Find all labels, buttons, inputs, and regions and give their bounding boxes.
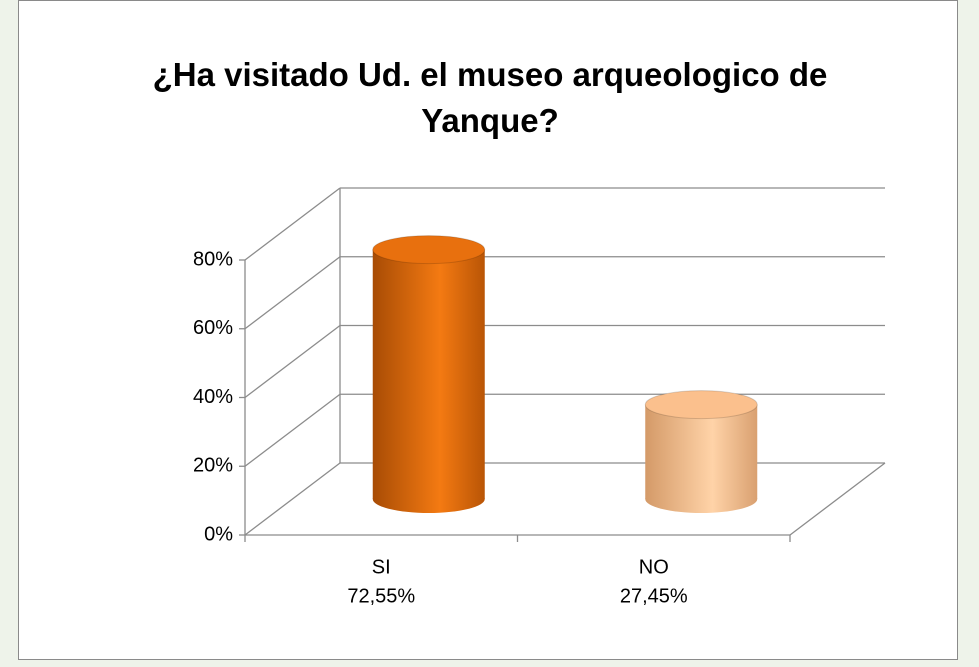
y-tick-label: 80% [193, 248, 233, 270]
x-tick-label: NO [639, 556, 669, 578]
chart-title: ¿Ha visitado Ud. el museo arqueologico d… [152, 56, 828, 139]
bar [372, 249, 485, 499]
value-label: 27,45% [620, 585, 688, 607]
grid-line [244, 187, 341, 261]
y-tick-label: 60% [193, 317, 233, 339]
value-label: 72,55% [347, 585, 415, 607]
chart-frame [18, 0, 958, 660]
floor-edge [789, 462, 886, 536]
y-tick-label: 20% [193, 455, 233, 477]
x-tick-label: SI [372, 556, 391, 578]
y-tick-label: 0% [204, 523, 233, 545]
y-tick-label: 40% [193, 386, 233, 408]
grid-line [244, 393, 341, 467]
grid-line [244, 462, 341, 536]
bar-top [644, 390, 758, 420]
bar [645, 404, 758, 499]
bar-top [372, 235, 486, 265]
grid-line [244, 324, 341, 399]
grid-line [244, 256, 341, 330]
